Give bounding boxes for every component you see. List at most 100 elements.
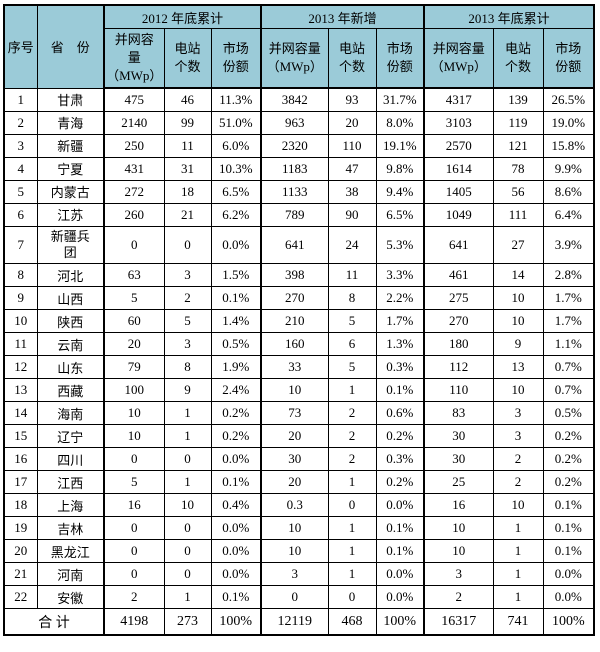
stations-2013: 10 [492,378,544,402]
province: 吉林 [36,516,105,540]
stations-new-2013: 6 [327,332,377,356]
capacity-2013: 2 [423,585,494,609]
capacity-2012: 5 [103,286,165,310]
stations-2012: 1 [163,424,212,448]
row-number: 4 [3,156,38,181]
capacity-2013: 3103 [423,110,494,135]
header-line: 市场 [386,40,413,56]
stations-new-2013: 20 [327,110,377,135]
share-new-2013: 0.0% [375,493,425,517]
capacity-2012: 63 [103,263,165,287]
province: 宁夏 [36,156,105,181]
row-number: 1 [3,87,38,112]
share-2013: 0.7% [542,355,595,379]
capacity-2013: 461 [423,263,494,287]
capacity-new-2013: 641 [260,225,329,264]
total-share-new-2013: 100% [375,608,425,636]
stations-2013: 111 [492,202,544,227]
capacity-new-2013: 1183 [260,156,329,181]
province: 山西 [36,286,105,310]
total-capacity-2012: 4198 [103,608,165,636]
stations-2013: 1 [492,516,544,540]
share-2012: 0.2% [210,424,262,448]
share-2012: 0.5% [210,332,262,356]
province: 江苏 [36,202,105,227]
total-label: 合 计 [3,608,105,636]
table-header: 序号 省 份 2012 年底累计 2013 年新增 2013 年底累计 并网容 … [3,4,595,89]
province: 四川 [36,447,105,471]
row-number: 15 [3,424,38,448]
share-2012: 6.2% [210,202,262,227]
capacity-new-2013: 0 [260,585,329,609]
header-line: 市场 [222,40,249,56]
table-row: 1 甘肃 475 46 11.3% 3842 93 31.7% 4317 139 26.5% [3,87,595,112]
table-row: 7 新疆兵团 0 0 0.0% 641 24 5.3% 641 27 3.9% [3,225,595,264]
row-number: 5 [3,179,38,204]
province: 辽宁 [36,424,105,448]
capacity-2013: 1614 [423,156,494,181]
row-number: 7 [3,225,38,264]
share-2013: 0.0% [542,585,595,609]
row-number: 12 [3,355,38,379]
table-row: 12 山东 79 8 1.9% 33 5 0.3% 112 13 0.7% [3,355,595,379]
total-stations-2013: 741 [492,608,544,636]
stations-new-2013: 2 [327,401,377,425]
header-line: 电站 [505,40,532,56]
capacity-2012: 60 [103,309,165,333]
table-row: 9 山西 5 2 0.1% 270 8 2.2% 275 10 1.7% [3,286,595,310]
share-2012: 1.9% [210,355,262,379]
province: 新疆 [36,133,105,158]
stations-2013: 78 [492,156,544,181]
capacity-2013: 10 [423,516,494,540]
stations-2013: 2 [492,447,544,471]
stations-2013: 13 [492,355,544,379]
row-number: 17 [3,470,38,494]
share-2012: 0.0% [210,539,262,563]
capacity-new-2013: 3842 [260,87,329,112]
stations-2012: 0 [163,516,212,540]
table-footer: 合 计 4198 273 100% 12119 468 100% 16317 7… [3,608,595,636]
share-new-2013: 0.3% [375,447,425,471]
stations-2012: 21 [163,202,212,227]
capacity-2013: 83 [423,401,494,425]
table-row: 2 青海 2140 99 51.0% 963 20 8.0% 3103 119 19.0% [3,110,595,135]
share-new-2013: 0.0% [375,562,425,586]
share-new-2013: 1.3% [375,332,425,356]
capacity-new-2013: 10 [260,378,329,402]
share-2012: 0.4% [210,493,262,517]
stations-2012: 0 [163,562,212,586]
capacity-2013: 10 [423,539,494,563]
capacity-2013: 16 [423,493,494,517]
stations-2013: 14 [492,263,544,287]
share-2013: 2.8% [542,263,595,287]
share-new-2013: 3.3% [375,263,425,287]
stations-2013: 2 [492,470,544,494]
header-line: 个数 [339,59,366,74]
capacity-new-2013: 33 [260,355,329,379]
stations-2012: 1 [163,470,212,494]
share-2013: 1.1% [542,332,595,356]
province: 新疆兵团 [36,225,105,264]
capacity-new-2013: 20 [260,424,329,448]
capacity-2013: 180 [423,332,494,356]
capacity-2013: 641 [423,225,494,264]
stations-2012: 0 [163,539,212,563]
capacity-2012: 475 [103,87,165,112]
stations-2012: 99 [163,110,212,135]
stations-new-2013: 38 [327,179,377,204]
header-share-2013: 市场 份额 [542,28,595,89]
province: 云南 [36,332,105,356]
stations-2012: 3 [163,332,212,356]
capacity-new-2013: 73 [260,401,329,425]
document-page: 序号 省 份 2012 年底累计 2013 年新增 2013 年底累计 并网容 … [3,4,596,636]
capacity-new-2013: 10 [260,516,329,540]
stations-new-2013: 93 [327,87,377,112]
share-2012: 51.0% [210,110,262,135]
province: 陕西 [36,309,105,333]
share-new-2013: 0.1% [375,516,425,540]
row-number: 21 [3,562,38,586]
capacity-new-2013: 30 [260,447,329,471]
capacity-2012: 0 [103,562,165,586]
row-number: 10 [3,309,38,333]
share-new-2013: 0.1% [375,539,425,563]
